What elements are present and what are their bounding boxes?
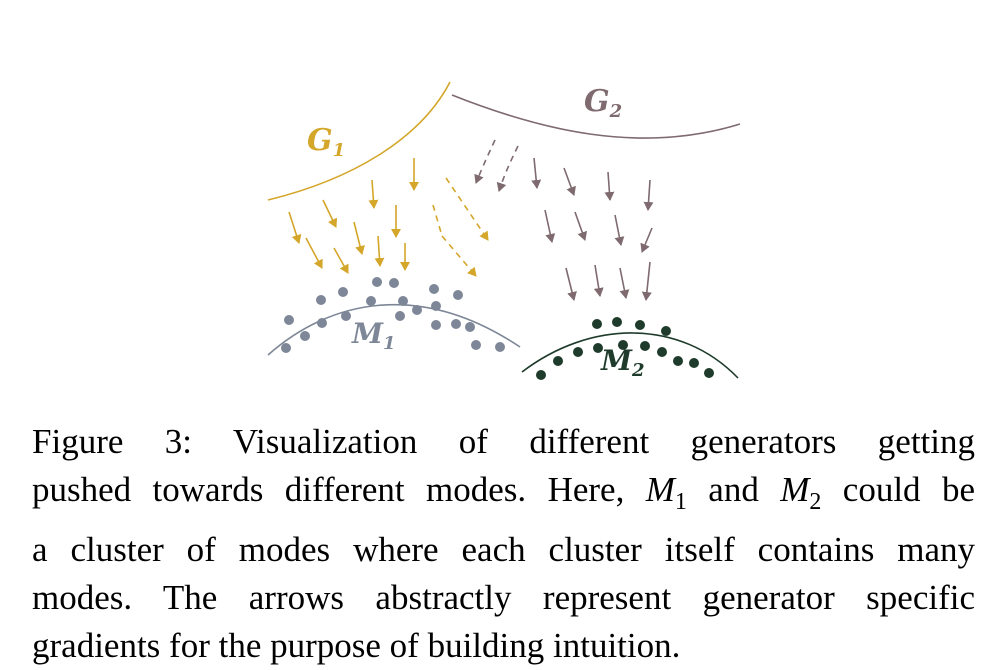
m1-point [284, 315, 294, 325]
m1-point [471, 340, 481, 350]
m2-point [657, 347, 667, 357]
caption-line-4: modes. The arrows abstractly represent g… [32, 578, 975, 617]
m1-point [412, 305, 422, 315]
g1-arrow [305, 237, 323, 269]
m2-curve [521, 332, 739, 379]
m2-point [592, 319, 602, 329]
g1-arrow [322, 199, 338, 228]
g2-arrow [574, 211, 588, 241]
m1-point [431, 320, 441, 330]
m2-point [612, 317, 622, 327]
m1-point [398, 296, 408, 306]
caption-line-5: gradients for the purpose of building in… [32, 626, 681, 665]
g2-arrow [619, 267, 630, 299]
m1-point [338, 287, 348, 297]
m1-point [366, 296, 376, 306]
m2-point [573, 347, 583, 357]
caption-line-1: Figure 3: Visualization of different gen… [32, 422, 975, 461]
g1-arrow [374, 235, 385, 267]
g1-arrow [445, 177, 489, 241]
caption-line-2-b: and [686, 470, 781, 509]
m1-point [300, 331, 310, 341]
m2-point [553, 356, 563, 366]
g2-arrow [563, 167, 576, 196]
caption-line-2: pushed towards different modes. Here, M1… [32, 466, 975, 526]
g1-label: G1 [307, 123, 345, 161]
g2-curve [451, 94, 741, 139]
m1-point [495, 342, 505, 352]
m2-point [536, 370, 546, 380]
caption-line-3: a cluster of modes where each cluster it… [32, 530, 975, 569]
g1-arrow [368, 179, 379, 209]
m2-point [593, 343, 603, 353]
m1-point [341, 311, 351, 321]
m1-point [431, 301, 441, 311]
m2-point [640, 341, 650, 351]
m1-point [453, 290, 463, 300]
m1-point [317, 318, 327, 328]
math-m1: M1 [645, 470, 687, 515]
m2-point [661, 326, 671, 336]
m1-point [316, 295, 326, 305]
g2-arrow [641, 261, 652, 301]
g2-arrows [474, 139, 654, 301]
g1-arrow [353, 221, 365, 255]
m1-point [395, 311, 405, 321]
m2-label: M2 [600, 344, 645, 381]
m1-label: M1 [351, 317, 396, 354]
figure-illustration: G1 G2 M1 M2 [267, 81, 741, 381]
math-m2: M2 [780, 470, 822, 515]
g2-arrow [640, 227, 653, 253]
g2-arrow [604, 171, 615, 201]
g2-arrow [531, 157, 542, 189]
g2-arrow [496, 145, 519, 192]
m1-points [281, 277, 505, 353]
g1-arrow [333, 247, 349, 274]
m1-point [372, 277, 382, 287]
g1-arrow [288, 211, 302, 244]
g2-arrow [544, 209, 556, 243]
m1-point [429, 284, 439, 294]
g2-arrow [593, 264, 604, 297]
g2-arrow [643, 179, 654, 211]
m2-point [635, 320, 645, 330]
m2-point [673, 356, 683, 366]
g1-arrow [441, 235, 477, 277]
caption-line-2-a: pushed towards different modes. Here, [32, 470, 646, 509]
m1-point [389, 278, 399, 288]
m1-point [465, 322, 475, 332]
m1-curve [267, 303, 521, 356]
caption-line-2-c: could be [821, 470, 975, 509]
g2-arrow [614, 214, 625, 246]
g1-curve [267, 81, 451, 201]
m1-point [451, 319, 461, 329]
g1-arrow [432, 204, 443, 237]
figure-caption: Figure 3: Visualization of different gen… [32, 418, 975, 670]
m2-point [689, 358, 699, 368]
g1-arrows [288, 158, 489, 277]
g2-label: G2 [584, 84, 622, 122]
m1-point [281, 343, 291, 353]
m2-points [536, 317, 714, 380]
g2-arrow [474, 139, 496, 184]
g2-arrow [565, 267, 577, 301]
m2-point [618, 340, 628, 350]
m2-point [704, 368, 714, 378]
